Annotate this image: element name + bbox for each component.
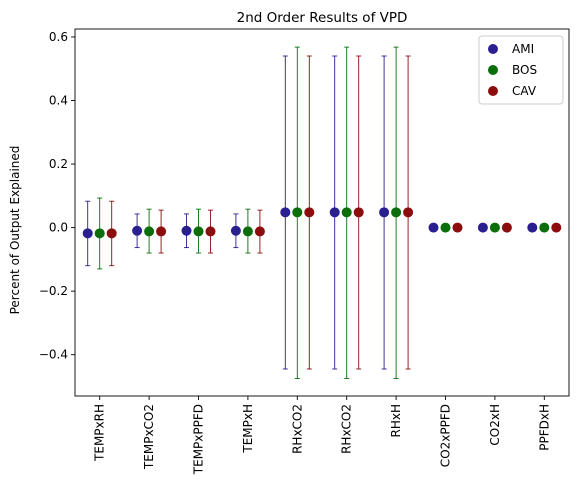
y-axis-label: Percent of Output Explained (8, 146, 22, 315)
data-point (403, 207, 414, 218)
legend-box (478, 35, 564, 105)
legend-marker (488, 44, 498, 54)
data-point (353, 207, 364, 218)
plot-area: −0.4 −0.2 0.0 0.2 0.4 0.6 TEMPxRH TEMPxCO2 TEMPx… (39, 30, 562, 475)
data-point (193, 226, 204, 237)
data-point (280, 207, 291, 218)
data-point (230, 225, 241, 236)
y-tick-label: 0.6 (49, 30, 68, 44)
data-point (329, 207, 340, 218)
x-tick-label: TEMPxPPFD (192, 404, 206, 475)
chart-title: 2nd Order Results of VPD (237, 10, 408, 26)
data-point (304, 207, 315, 218)
data-point (440, 222, 451, 233)
data-point (144, 226, 155, 237)
data-point (489, 222, 500, 233)
data-point (341, 207, 352, 218)
y-tick-label: 0.0 (49, 221, 68, 235)
legend-label: BOS (512, 63, 537, 77)
data-point (527, 222, 538, 233)
x-tick-label: RHxCO2 (340, 404, 354, 454)
data-point (452, 222, 463, 233)
y-tick-label: −0.4 (39, 348, 68, 362)
x-tick-label: TEMPxH (241, 404, 255, 454)
x-tick-label: CO2xH (488, 404, 502, 446)
x-tick-label: TEMPxRH (93, 404, 107, 462)
data-point (551, 222, 562, 233)
legend-marker (488, 65, 498, 75)
data-point (254, 226, 265, 237)
data-point (156, 226, 167, 237)
data-point (205, 226, 216, 237)
data-point (132, 225, 143, 236)
data-point (82, 228, 93, 239)
data-point (94, 228, 105, 239)
x-tick-label: TEMPxCO2 (142, 404, 156, 470)
data-point (292, 207, 303, 218)
x-tick-label: RHxH (389, 404, 403, 438)
y-tick-label: 0.2 (49, 157, 68, 171)
legend: AMI BOS CAV (478, 35, 564, 105)
data-point (181, 225, 192, 236)
legend-label: AMI (512, 42, 534, 56)
data-point (477, 222, 488, 233)
data-point (391, 207, 402, 218)
x-tick-label: CO2xPPFD (439, 404, 453, 467)
y-tick-label: 0.4 (49, 93, 68, 107)
y-tick-label: −0.2 (39, 284, 68, 298)
x-tick-label: RHxCO2 (290, 404, 304, 454)
legend-label: CAV (512, 84, 537, 98)
data-point (379, 207, 390, 218)
data-point (242, 226, 253, 237)
legend-marker (488, 86, 498, 96)
data-point (501, 222, 512, 233)
data-point (106, 228, 117, 239)
data-point (539, 222, 550, 233)
x-tick-label: PPFDxH (537, 404, 551, 451)
data-point (428, 222, 439, 233)
plot-frame (74, 28, 570, 397)
